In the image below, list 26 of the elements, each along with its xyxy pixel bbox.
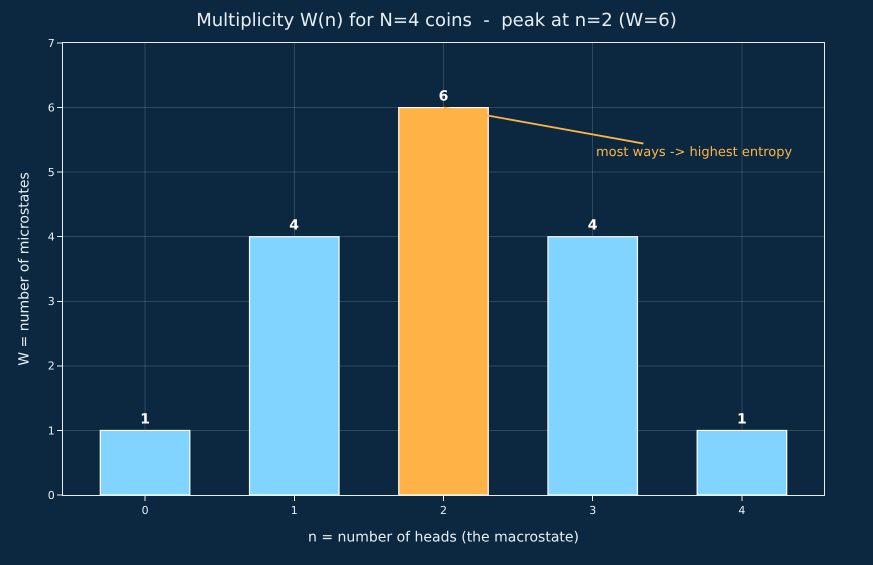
annotation: most ways -> highest entropy	[596, 145, 792, 160]
y-tick-label: 3	[48, 295, 55, 308]
data-label: 1	[140, 411, 150, 428]
x-axis-title: n = number of heads (the macrostate)	[308, 530, 579, 546]
bar	[696, 430, 788, 495]
chart-title: Multiplicity W(n) for N=4 coins - peak at n=2 (W=6)	[196, 10, 677, 32]
data-label: 1	[737, 411, 747, 428]
data-label: 6	[438, 88, 448, 105]
x-tick-label: 1	[290, 504, 298, 518]
data-label: 4	[289, 218, 300, 234]
y-tick-label: 5	[48, 166, 55, 179]
y-axis-title: W = number of microstates	[16, 172, 32, 366]
y-tick-label: 1	[48, 424, 55, 438]
data-label: 4	[588, 218, 598, 234]
bar	[547, 236, 638, 495]
bar	[100, 430, 190, 495]
x-tick-label: 2	[440, 504, 447, 518]
bar	[248, 236, 340, 495]
y-tick-label: 6	[48, 101, 55, 114]
y-tick-label: 2	[48, 360, 55, 373]
x-tick-label: 4	[738, 504, 746, 518]
y-tick-label: 4	[48, 230, 55, 244]
x-tick-label: 0	[142, 504, 149, 518]
y-tick-label: 0	[48, 488, 55, 502]
y-tick-label: 7	[48, 36, 55, 50]
x-tick-label: 3	[589, 504, 596, 518]
